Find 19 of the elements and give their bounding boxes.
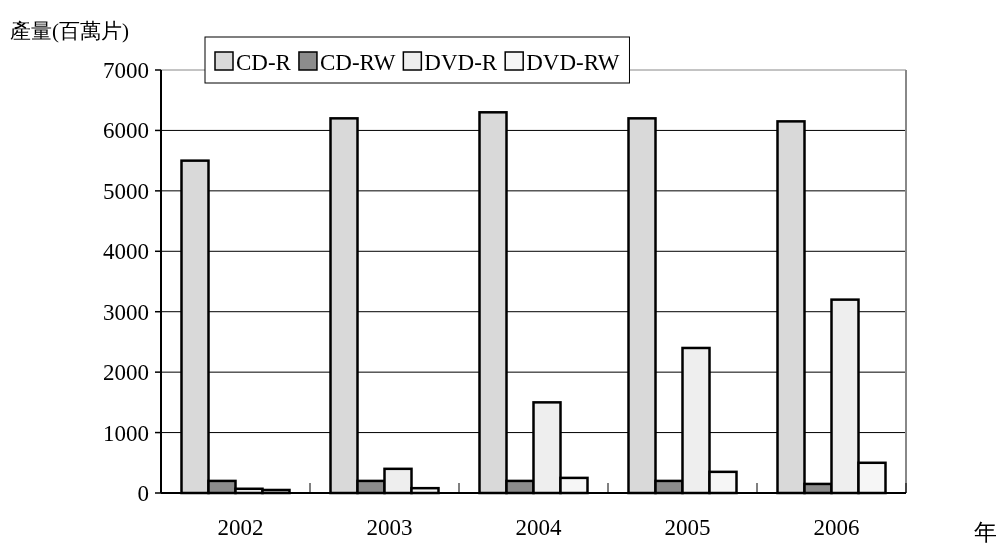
x-axis-title: 年 (973, 520, 997, 545)
y-tick-label: 0 (137, 481, 149, 506)
legend-label: DVD-RW (526, 50, 620, 75)
x-tick-label: 2004 (515, 515, 562, 540)
x-tick-label: 2002 (217, 515, 264, 540)
legend-label: DVD-R (424, 50, 498, 75)
y-tick-label: 2000 (103, 360, 149, 386)
y-axis-title: 產量(百萬片) (10, 19, 129, 43)
legend-label: CD-R (236, 50, 292, 75)
y-tick-label: 3000 (103, 299, 149, 325)
y-tick-label: 5000 (103, 178, 149, 204)
legend-label: CD-RW (319, 50, 396, 75)
x-tick-label: 2003 (366, 515, 413, 540)
y-tick-label: 1000 (103, 420, 149, 446)
x-tick-label: 2006 (813, 515, 860, 540)
x-tick-label: 2005 (664, 515, 711, 540)
y-tick-label: 7000 (103, 58, 149, 83)
y-tick-label: 6000 (103, 118, 149, 144)
y-tick-label: 4000 (103, 239, 149, 265)
